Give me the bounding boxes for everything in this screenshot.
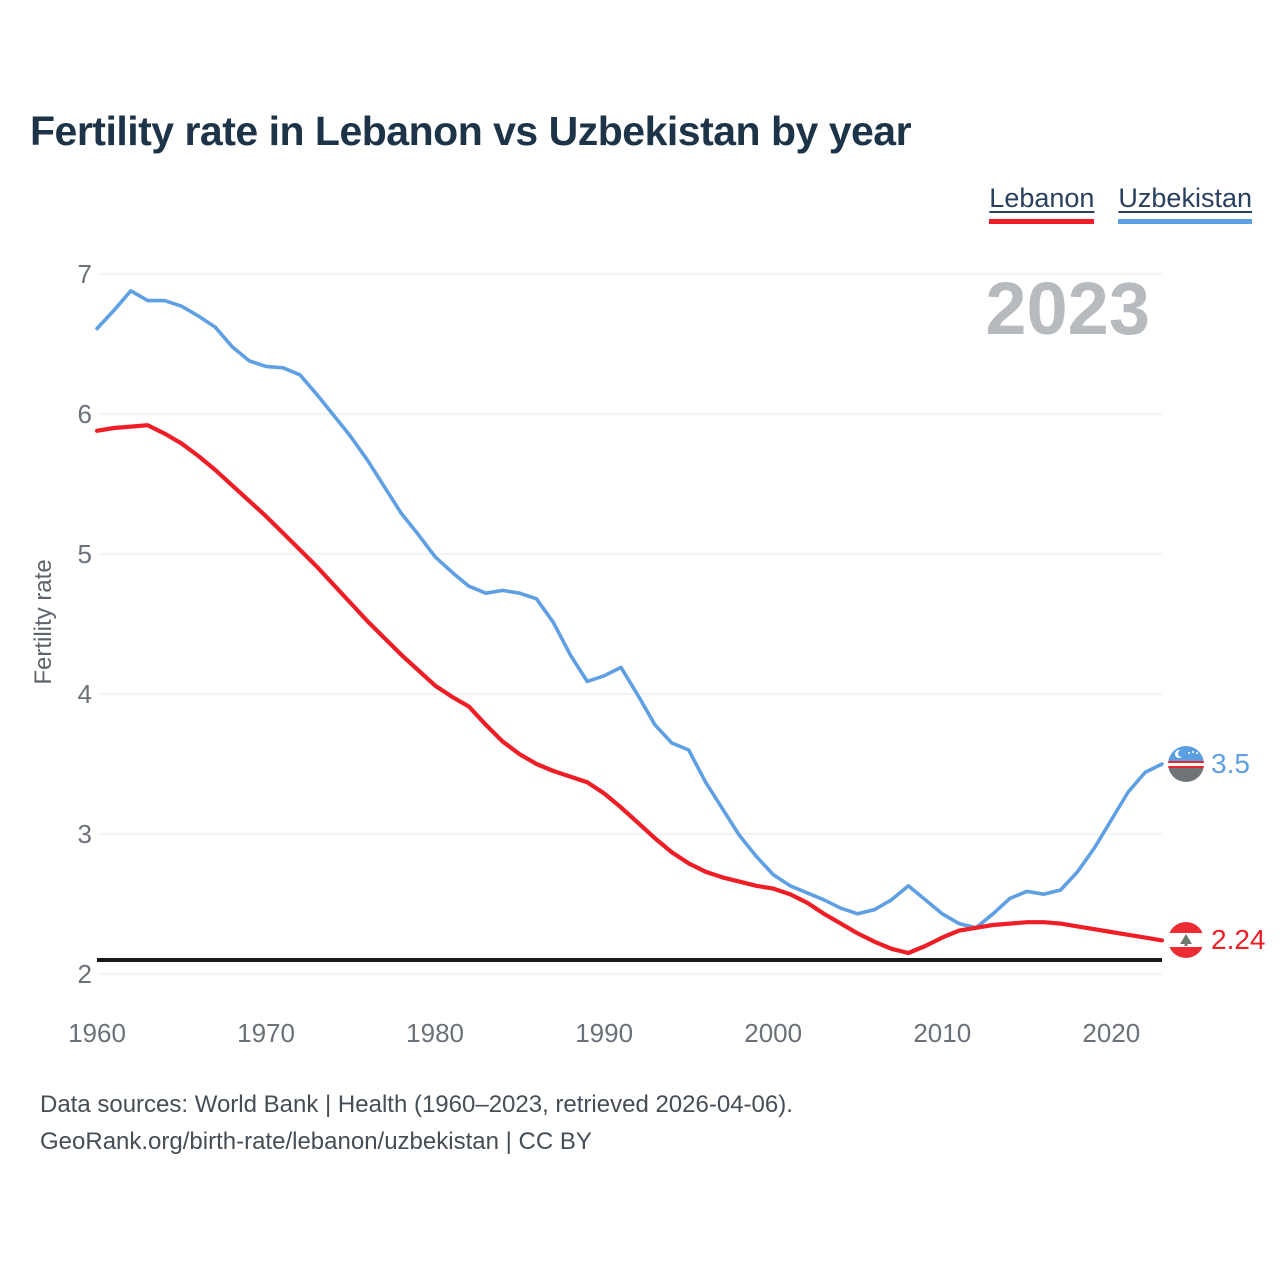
y-tick-label: 3 — [78, 819, 92, 849]
star-dot — [1192, 751, 1194, 753]
uzbekistan-flag-white-band — [1168, 761, 1204, 768]
crescent-cutout — [1178, 750, 1185, 757]
x-tick-label: 1970 — [237, 1018, 295, 1048]
x-tick-label: 1980 — [406, 1018, 464, 1048]
x-tick-label: 2000 — [744, 1018, 802, 1048]
x-tick-label: 2020 — [1082, 1018, 1140, 1048]
cedar-tree-icon — [1180, 934, 1192, 944]
series-line-uzbekistan — [95, 288, 1164, 930]
footer-attribution-line: GeoRank.org/birth-rate/lebanon/uzbekista… — [40, 1128, 592, 1155]
uzbekistan-end-label: 3.5 — [1168, 746, 1250, 782]
lebanon-end-label: 2.24 — [1168, 922, 1266, 958]
y-tick-label: 6 — [78, 399, 92, 429]
legend: Lebanon Uzbekistan — [989, 183, 1252, 224]
cedar-trunk — [1184, 942, 1188, 946]
footer-sources-line: Data sources: World Bank | Health (1960–… — [40, 1091, 793, 1118]
y-tick-label: 2 — [78, 959, 92, 989]
lebanon-end-value: 2.24 — [1211, 924, 1266, 955]
legend-item-lebanon[interactable]: Lebanon — [989, 183, 1095, 224]
page-title: Fertility rate in Lebanon vs Uzbekistan … — [30, 108, 912, 154]
x-tick-label: 1990 — [575, 1018, 633, 1048]
y-tick-label: 7 — [78, 259, 92, 289]
year-watermark: 2023 — [985, 267, 1150, 350]
lebanon-flag-white-band — [1168, 933, 1204, 947]
uzbekistan-flag-icon — [1168, 746, 1204, 782]
uzbekistan-flag-green-band — [1168, 768, 1204, 782]
uzbekistan-flag-blue-band — [1168, 746, 1204, 761]
y-tick-label: 5 — [78, 539, 92, 569]
series-line-lebanon — [94, 423, 1165, 956]
x-tick-label: 1960 — [68, 1018, 126, 1048]
star-dot — [1188, 752, 1190, 754]
lebanon-flag-red-bottom-band — [1168, 947, 1204, 958]
x-tick-label: 2010 — [913, 1018, 971, 1048]
lebanon-flag-icon — [1168, 922, 1204, 958]
lebanon-flag-red-top-band — [1168, 922, 1204, 933]
footer: Data sources: World Bank | Health (1960–… — [40, 1086, 793, 1160]
legend-item-uzbekistan[interactable]: Uzbekistan — [1118, 183, 1252, 224]
uzbekistan-end-value: 3.5 — [1211, 748, 1250, 779]
star-dot — [1196, 752, 1198, 754]
y-tick-label: 4 — [78, 679, 92, 709]
